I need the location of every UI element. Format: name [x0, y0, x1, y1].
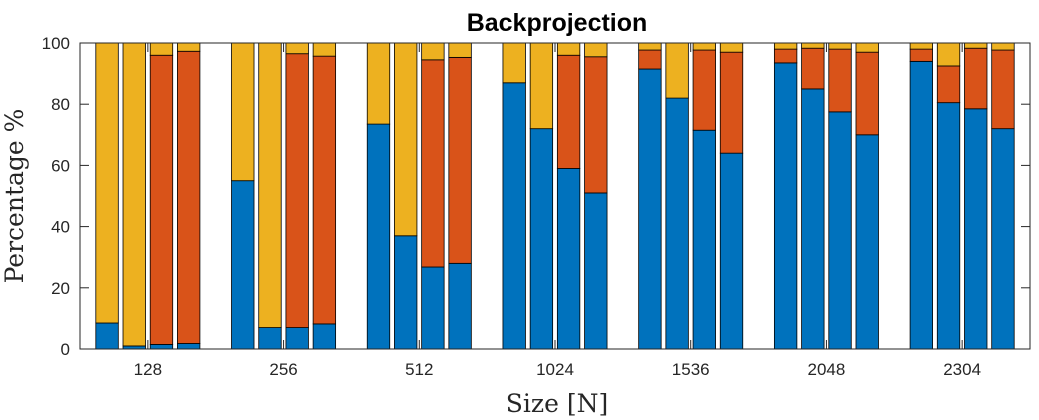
bar-segment-orange-1024-4 — [584, 56, 608, 194]
bar-segment-blue-256-3 — [285, 327, 309, 350]
bar-segment-yellow-1536-3 — [692, 42, 716, 51]
x-tick-label-1024: 1024 — [536, 360, 574, 379]
bar-segment-blue-1536-2 — [665, 97, 689, 350]
bar-segment-orange-1536-1 — [638, 49, 662, 70]
bar-segment-orange-2048-2 — [801, 47, 825, 90]
bar-segment-yellow-128-2 — [122, 42, 146, 347]
x-tick-label-2304: 2304 — [943, 360, 981, 379]
bar-segment-yellow-2048-2 — [801, 42, 825, 49]
bar-segment-yellow-128-1 — [95, 42, 119, 324]
bar-segment-blue-128-4 — [177, 343, 201, 350]
bar-segment-yellow-128-4 — [177, 42, 201, 52]
bar-segment-orange-2048-1 — [773, 48, 798, 64]
bar-segment-yellow-512-4 — [448, 42, 472, 58]
bar-segment-orange-1024-3 — [556, 54, 581, 169]
chart-title: Backprojection — [467, 9, 648, 37]
bar-segment-blue-1024-4 — [584, 192, 608, 350]
x-axis-label: Size [N] — [506, 389, 608, 418]
bar-segment-blue-2304-3 — [964, 108, 988, 350]
bar-segment-yellow-2304-4 — [991, 42, 1015, 51]
bar-segment-yellow-256-2 — [258, 42, 282, 328]
x-tick-label-512: 512 — [405, 360, 433, 379]
bar-segment-yellow-256-3 — [285, 42, 309, 55]
bar-segment-blue-2304-1 — [909, 60, 933, 350]
bar-segment-blue-512-2 — [394, 235, 418, 350]
bar-segment-yellow-1536-1 — [638, 42, 662, 51]
y-tick-label-40: 40 — [51, 218, 70, 237]
bar-segment-orange-2304-1 — [909, 48, 933, 62]
bar-segment-blue-1024-2 — [529, 128, 554, 350]
y-tick-label-0: 0 — [61, 340, 70, 359]
bar-segment-orange-256-4 — [312, 55, 337, 325]
y-tick-label-60: 60 — [51, 156, 70, 175]
bar-segment-blue-2304-2 — [936, 102, 961, 350]
bar-segment-yellow-2048-3 — [828, 42, 852, 50]
bar-segment-orange-128-4 — [177, 50, 201, 344]
bar-segment-yellow-128-3 — [149, 42, 174, 56]
bar-segment-blue-1024-3 — [556, 168, 581, 350]
bar-segment-yellow-2048-4 — [855, 42, 879, 53]
y-axis-label: Percentage % — [0, 109, 29, 284]
bar-segment-orange-512-3 — [421, 59, 445, 268]
bar-segment-yellow-256-4 — [312, 42, 337, 57]
bar-segment-blue-2304-4 — [991, 128, 1015, 350]
bar-segment-yellow-512-1 — [366, 42, 391, 125]
bar-segment-blue-1536-1 — [638, 68, 662, 350]
bar-segment-blue-256-2 — [258, 327, 282, 350]
bar-segment-blue-512-4 — [448, 262, 472, 350]
bar-segment-orange-2048-4 — [855, 51, 879, 136]
bar-segment-blue-2048-3 — [828, 111, 852, 350]
x-tick-label-1536: 1536 — [672, 360, 710, 379]
y-tick-label-100: 100 — [42, 34, 70, 53]
y-tick-label-20: 20 — [51, 279, 70, 298]
bar-segment-blue-2048-4 — [855, 134, 879, 350]
bar-segment-yellow-2048-1 — [773, 42, 798, 50]
bar-segment-orange-2048-3 — [828, 48, 852, 113]
bar-segment-blue-1536-3 — [692, 129, 716, 350]
bar-segment-yellow-1536-2 — [665, 42, 689, 99]
bar-segment-blue-512-1 — [366, 123, 391, 350]
bar-segment-blue-2048-2 — [801, 88, 825, 350]
y-tick-label-80: 80 — [51, 95, 70, 114]
bar-segment-blue-2048-1 — [773, 62, 798, 350]
bar-segment-yellow-1024-2 — [529, 42, 554, 130]
bar-segment-yellow-512-3 — [421, 42, 445, 61]
x-tick-label-2048: 2048 — [808, 360, 846, 379]
bar-segment-yellow-1024-3 — [556, 42, 581, 56]
bar-segment-blue-1024-1 — [502, 82, 526, 350]
x-tick-label-128: 128 — [134, 360, 162, 379]
bars-layer — [95, 42, 1015, 350]
bar-segment-orange-128-3 — [149, 54, 174, 345]
bar-segment-blue-1536-4 — [719, 152, 744, 350]
bar-segment-yellow-512-2 — [394, 42, 418, 237]
bar-segment-orange-512-4 — [448, 56, 472, 264]
bar-segment-yellow-2304-2 — [936, 42, 961, 67]
bar-segment-blue-128-1 — [95, 322, 119, 350]
bar-segment-yellow-1536-4 — [719, 42, 744, 53]
bar-segment-blue-256-4 — [312, 323, 337, 350]
x-tick-label-256: 256 — [269, 360, 297, 379]
bar-segment-orange-2304-3 — [964, 47, 988, 110]
bar-segment-orange-2304-2 — [936, 65, 961, 104]
bar-segment-blue-128-3 — [149, 344, 174, 350]
axes-layer: 0 20 40 60 80 100 128 256 512 1024 1536 2048 2304 — [42, 34, 1031, 379]
bar-segment-yellow-2304-3 — [964, 42, 988, 49]
bar-segment-yellow-1024-4 — [584, 42, 608, 58]
bar-segment-yellow-256-1 — [231, 42, 255, 182]
bar-segment-orange-1536-3 — [692, 49, 716, 131]
bar-segment-yellow-2304-1 — [909, 42, 933, 50]
bar-segment-orange-1536-4 — [719, 51, 744, 154]
bar-segment-blue-512-3 — [421, 266, 445, 350]
bar-segment-orange-2304-4 — [991, 49, 1015, 130]
bar-segment-blue-256-1 — [231, 180, 255, 350]
bar-segment-yellow-1024-1 — [502, 42, 526, 84]
bar-segment-orange-256-3 — [285, 53, 309, 328]
